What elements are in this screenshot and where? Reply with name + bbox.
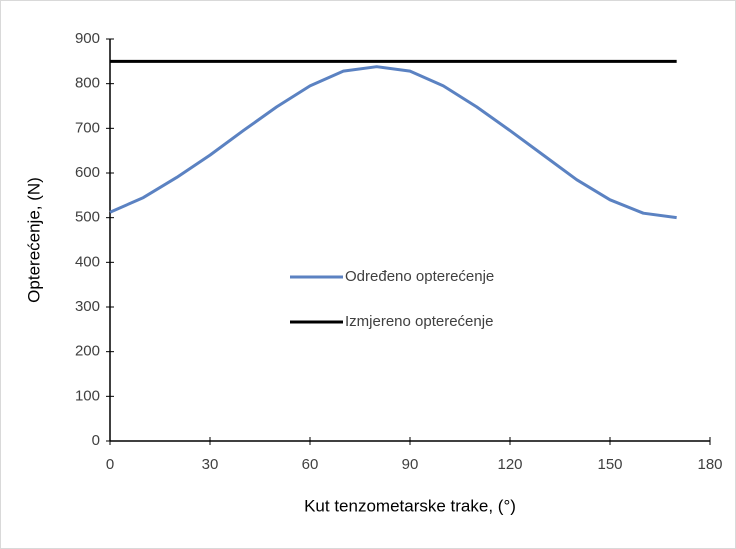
x-tick-label: 90 [402,456,419,473]
y-tick-label: 200 [75,343,100,360]
x-tick-label: 30 [202,456,219,473]
x-tick-label: 150 [597,456,622,473]
y-tick-label: 800 [75,75,100,92]
legend-label: Izmjereno opterećenje [345,313,493,330]
x-tick-label: 60 [302,456,319,473]
y-tick-label: 700 [75,119,100,136]
series-line [109,65,677,220]
y-axis-title: Opterećenje, (N) [24,177,43,303]
x-axis-title: Kut tenzometarske trake, (°) [304,496,516,515]
legend-label: Određeno opterećenje [345,268,494,285]
x-tick-label: 180 [697,456,722,473]
y-tick-label: 300 [75,298,100,315]
y-tick-label: 900 [75,30,100,47]
y-tick-label: 100 [75,387,100,404]
y-tick-label: 500 [75,209,100,226]
x-tick-label: 0 [106,456,114,473]
x-tick-label: 120 [497,456,522,473]
y-tick-label: 400 [75,253,100,270]
y-tick-label: 0 [92,432,100,449]
y-tick-label: 600 [75,164,100,181]
